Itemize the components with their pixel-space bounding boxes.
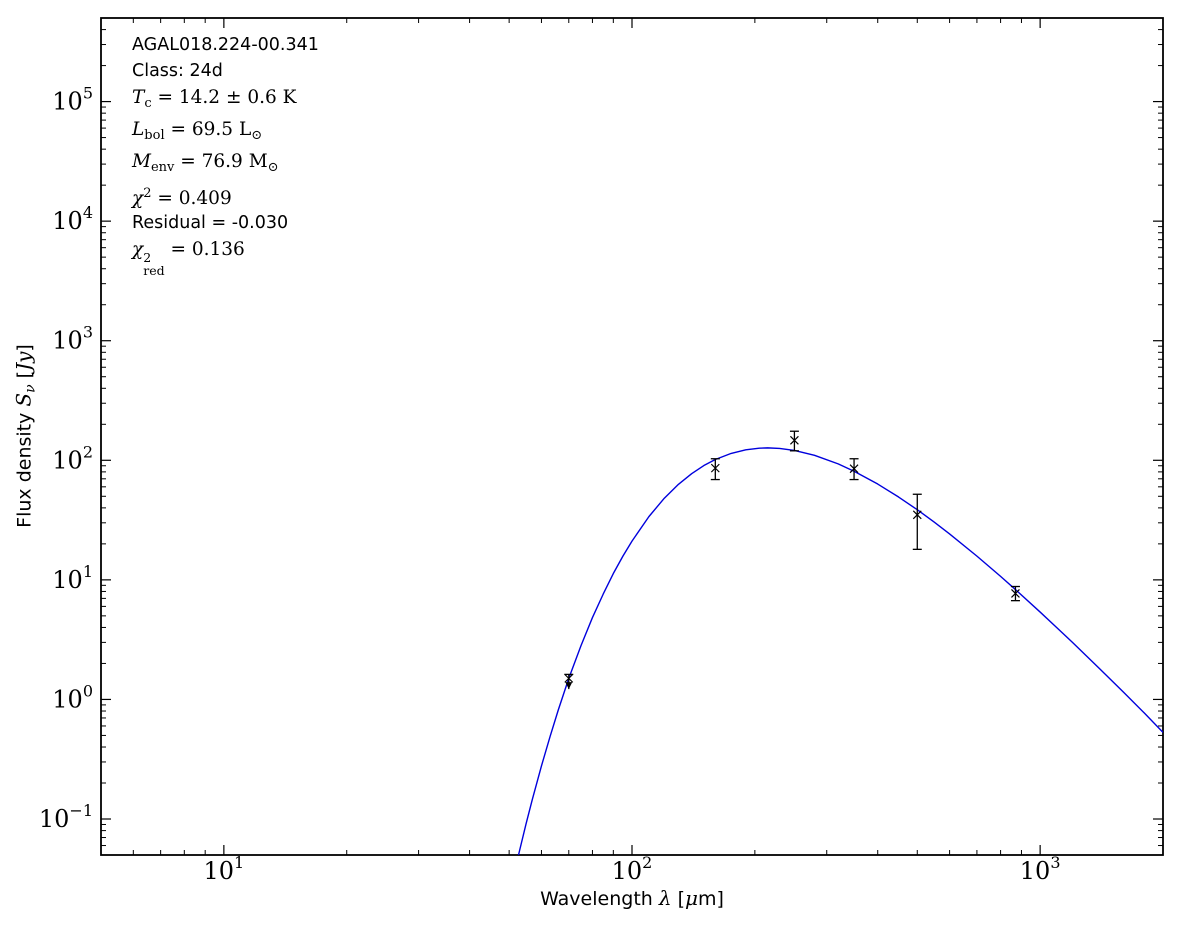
nu-symbol: ν (22, 384, 39, 393)
source-name: AGAL018.224-00.341 (132, 35, 319, 55)
lambda-symbol: λ (658, 886, 672, 910)
plot-frame (100, 17, 1164, 856)
tick-label: 104 (52, 203, 93, 235)
sun-symbol: ⊙ (267, 159, 279, 175)
chi-symbol: χ (132, 187, 144, 209)
mu-symbol: μ (684, 886, 698, 910)
mass-line: Menv = 76.9 M⊙ (132, 150, 279, 175)
data-point (710, 458, 720, 481)
temperature-line: Tc = 14.2 ± 0.6 K (132, 86, 297, 111)
tick-label: 103 (1020, 853, 1061, 885)
x-marker-icon (1011, 589, 1020, 598)
chi-symbol: χ (132, 239, 144, 261)
model-curve (517, 447, 1163, 855)
x-axis-label: Wavelength λ [μm] (540, 886, 724, 910)
luminosity-line: Lbol = 69.5 L⊙ (132, 118, 263, 143)
x-marker-icon (912, 510, 922, 520)
x-marker-icon (564, 673, 574, 683)
x-marker-icon (789, 435, 799, 445)
y-axis-label: Flux density Sν [Jy] (11, 344, 39, 528)
data-points (564, 430, 1020, 690)
sun-symbol: ⊙ (251, 127, 263, 143)
tick-label: 101 (203, 853, 244, 885)
fit-parameters-annotation: AGAL018.224-00.341 Class: 24d Tc = 14.2 … (132, 33, 319, 277)
tick-label: 101 (52, 562, 93, 594)
mass-symbol: M (132, 150, 151, 172)
tick-label: 105 (52, 84, 93, 116)
down-arrow-icon (565, 682, 573, 690)
residual-line: Residual = -0.030 (132, 213, 289, 234)
data-point (564, 673, 574, 690)
tick-label: 100 (52, 681, 93, 713)
flux-symbol: S (11, 392, 36, 407)
data-point (849, 458, 859, 481)
chi2-line: χ2 = 0.409 (132, 185, 232, 209)
x-marker-icon (849, 464, 859, 474)
class-label: Class: 24d (132, 60, 223, 81)
tick-label: 102 (52, 442, 93, 474)
data-point (789, 430, 799, 452)
tick-label: 102 (612, 853, 653, 885)
chi2red-line: χ 2 red = 0.136 (132, 239, 245, 278)
data-point (1010, 585, 1020, 602)
tick-label: 10−1 (39, 801, 93, 833)
data-point (912, 493, 922, 550)
temperature-symbol: T (132, 86, 145, 108)
tick-label: 103 (52, 323, 93, 355)
x-marker-icon (710, 463, 720, 473)
luminosity-symbol: L (132, 118, 145, 140)
